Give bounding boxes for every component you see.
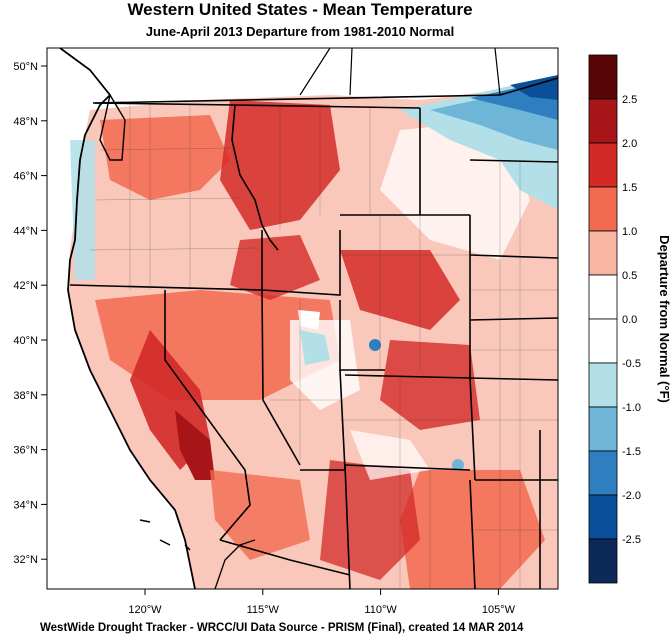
colorbar-label: 2.5 <box>622 94 637 106</box>
colorbar-label: 1.0 <box>622 226 637 238</box>
latitude-label: 40°N <box>13 335 38 347</box>
colorbar-swatch <box>588 406 618 452</box>
latitude-label: 38°N <box>13 390 38 402</box>
colorbar-swatch <box>588 142 618 188</box>
colorbar-swatch <box>588 450 618 496</box>
latitude-axis: 50°N 48°N 46°N 44°N 42°N 40°N 38°N 36°N 34°N 32°N <box>13 61 47 566</box>
latitude-label: 44°N <box>13 225 38 237</box>
colorbar-label: -2.0 <box>622 490 641 502</box>
map-field <box>47 48 558 589</box>
colorbar-label: -1.0 <box>622 402 641 414</box>
colorbar-label: -1.5 <box>622 446 641 458</box>
longitude-axis: 120°W 115°W 110°W 105°W <box>128 589 516 616</box>
colorbar-swatch <box>588 98 618 144</box>
latitude-label: 34°N <box>13 499 38 511</box>
colorbar-label: 0.0 <box>622 314 637 326</box>
latitude-label: 50°N <box>13 61 38 73</box>
colorbar-label: 2.0 <box>622 138 637 150</box>
colorbar-label: -0.5 <box>622 358 641 370</box>
latitude-label: 48°N <box>13 116 38 128</box>
colorbar-swatch <box>588 54 618 100</box>
latitude-label: 42°N <box>13 280 38 292</box>
longitude-label: 105°W <box>482 604 516 616</box>
colorbar-label: 0.5 <box>622 270 637 282</box>
colorbar-swatch <box>588 538 618 584</box>
colorbar-swatch <box>588 230 618 276</box>
colorbar-swatch <box>588 274 618 320</box>
map-footer: WestWide Drought Tracker - WRCC/UI Data … <box>40 622 524 634</box>
map-subtitle: June-April 2013 Departure from 1981-2010… <box>145 24 455 39</box>
longitude-label: 115°W <box>247 604 280 616</box>
colorbar-swatch <box>588 362 618 408</box>
latitude-label: 36°N <box>13 445 38 457</box>
map-frame <box>46 47 559 590</box>
colorbar-label: -2.5 <box>622 534 641 546</box>
colorbar-title: Departure from Normal (°F) <box>657 235 672 403</box>
colorbar-swatch <box>588 318 618 364</box>
longitude-label: 110°W <box>364 604 397 616</box>
colorbar-swatch <box>588 494 618 540</box>
latitude-label: 46°N <box>13 171 38 183</box>
colorbar-swatch <box>588 186 618 232</box>
colorbar: 2.5 2.0 1.5 1.0 0.5 0.0 -0.5 -1.0 -1.5 -2.0 -2.5 De… <box>588 54 672 584</box>
map-title: Western United States - Mean Temperature <box>127 0 473 19</box>
latitude-label: 32°N <box>13 554 38 566</box>
colorbar-label: 1.5 <box>622 182 637 194</box>
longitude-label: 120°W <box>128 604 162 616</box>
